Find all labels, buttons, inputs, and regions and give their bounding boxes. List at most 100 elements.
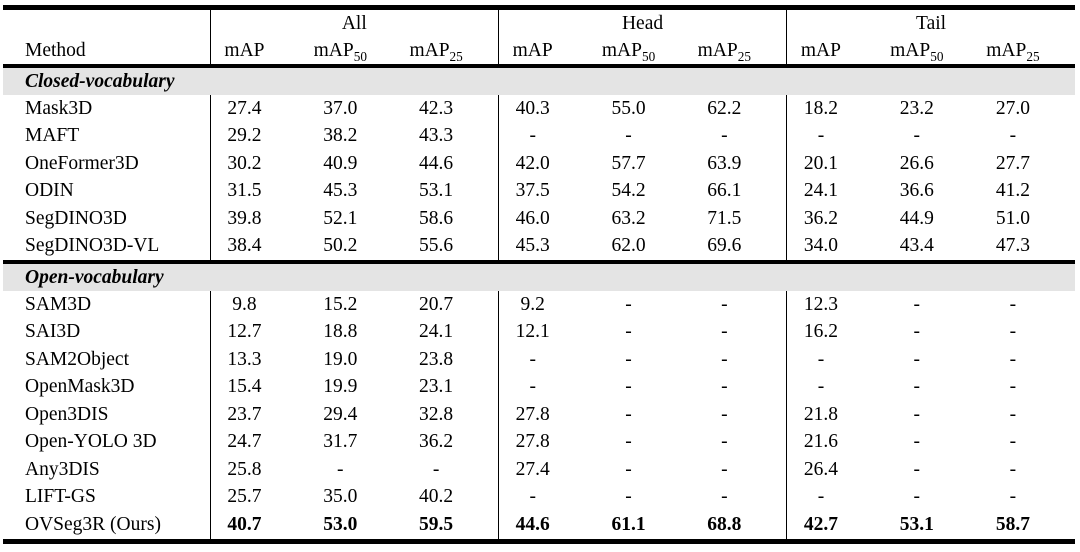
- metric-subscript: 50: [353, 48, 367, 64]
- metric-label: mAP: [800, 39, 841, 61]
- value-cell: 12.7: [209, 318, 307, 346]
- value-cell: 39.8: [209, 205, 307, 233]
- value-cell: 42.0: [497, 150, 595, 178]
- table-row: SAI3D 12.7 18.8 24.1 12.1 - - 16.2 - -: [3, 318, 1075, 346]
- value-cell: 38.4: [209, 232, 307, 262]
- value-cell: 13.3: [209, 346, 307, 374]
- value-cell: -: [1009, 376, 1017, 398]
- table-row: SegDINO3D 39.8 52.1 58.6 46.0 63.2 71.5 36.2 44.…: [3, 205, 1075, 233]
- value-cell: -: [497, 122, 595, 150]
- value-cell: 18.8: [323, 321, 358, 343]
- method-cell: SegDINO3D-VL: [25, 235, 160, 257]
- metric-subscript: 25: [449, 48, 463, 64]
- table-row: SAM2Object 13.3 19.0 23.8 - - - - - -: [3, 346, 1075, 374]
- value-cell: 23.2: [899, 97, 934, 119]
- value-cell: -: [625, 321, 632, 343]
- value-cell: 58.7: [995, 513, 1030, 535]
- value-cell: 25.7: [209, 483, 307, 511]
- method-cell: MAFT: [25, 125, 80, 147]
- value-cell: 66.1: [707, 180, 742, 202]
- value-cell: 55.6: [419, 235, 454, 257]
- metric-header: mAP25: [979, 37, 1075, 66]
- value-cell: 15.4: [209, 373, 307, 401]
- value-cell: -: [1009, 321, 1017, 343]
- metric-subscript: 50: [641, 48, 656, 64]
- metric-header: mAP: [497, 37, 595, 66]
- value-cell: 26.6: [899, 152, 934, 174]
- value-cell: 19.9: [323, 376, 358, 398]
- value-cell: -: [1009, 486, 1017, 508]
- value-cell: 30.2: [209, 150, 307, 178]
- value-cell: 45.3: [497, 232, 595, 262]
- metric-label: mAP: [313, 39, 354, 61]
- value-cell: 9.8: [209, 291, 307, 319]
- method-cell: Open-YOLO 3D: [25, 431, 157, 453]
- value-cell: 37.5: [497, 177, 595, 205]
- metric-header: mAP50: [883, 37, 979, 66]
- value-cell: 23.1: [419, 376, 454, 398]
- group-header-tail: Tail: [786, 7, 1075, 37]
- corner-cell: [3, 8, 210, 38]
- value-cell: 16.2: [786, 318, 883, 346]
- value-cell: -: [913, 125, 921, 147]
- table-row: OVSeg3R (Ours) 40.7 53.0 59.5 44.6 61.1 68.8 42…: [3, 511, 1075, 541]
- value-cell: -: [1009, 125, 1017, 147]
- value-cell: 34.0: [786, 232, 883, 262]
- value-cell: -: [786, 483, 883, 511]
- section-header-row: Open-vocabulary: [3, 260, 1075, 291]
- value-cell: 42.3: [419, 97, 454, 119]
- value-cell: -: [497, 373, 595, 401]
- metric-label: mAP: [512, 39, 553, 61]
- value-cell: 59.5: [419, 513, 454, 535]
- value-cell: -: [913, 431, 921, 453]
- value-cell: -: [721, 321, 728, 343]
- table-header: All Head Tail Method mAP mAP50 mAP25 mAP mAP…: [3, 7, 1075, 66]
- value-cell: -: [1009, 431, 1017, 453]
- metric-label: mAP: [409, 39, 450, 61]
- value-cell: -: [721, 458, 728, 480]
- results-table: All Head Tail Method mAP mAP50 mAP25 mAP mAP…: [3, 5, 1075, 544]
- method-cell: Any3DIS: [25, 458, 100, 480]
- value-cell: 29.2: [209, 122, 307, 150]
- value-cell: -: [721, 125, 728, 147]
- metric-label: mAP: [986, 39, 1027, 61]
- value-cell: 35.0: [323, 486, 358, 508]
- value-cell: 46.0: [497, 205, 595, 233]
- value-cell: 27.0: [995, 97, 1030, 119]
- value-cell: 24.1: [419, 321, 454, 343]
- value-cell: 38.2: [323, 125, 358, 147]
- section-label: Closed-vocabulary: [3, 64, 1075, 95]
- value-cell: 36.6: [899, 180, 934, 202]
- value-cell: -: [625, 458, 632, 480]
- value-cell: -: [721, 376, 728, 398]
- value-cell: 32.8: [419, 403, 454, 425]
- value-cell: -: [1009, 293, 1017, 315]
- value-cell: -: [1009, 348, 1017, 370]
- value-cell: 40.7: [209, 511, 307, 541]
- value-cell: -: [913, 403, 921, 425]
- table-row: Any3DIS 25.8 - - 27.4 - - 26.4 - -: [3, 456, 1075, 484]
- method-cell: LIFT-GS: [25, 486, 96, 508]
- table-row: Open3DIS 23.7 29.4 32.8 27.8 - - 21.8 - -: [3, 401, 1075, 429]
- group-header-all: All: [209, 7, 499, 37]
- table-body: Closed-vocabulary Mask3D 27.4 37.0 42.3 40.3 5…: [3, 64, 1075, 541]
- value-cell: -: [625, 376, 632, 398]
- method-cell: Mask3D: [25, 97, 93, 119]
- method-cell: SAM3D: [25, 293, 92, 315]
- value-cell: 63.2: [611, 207, 646, 229]
- value-cell: 47.3: [995, 235, 1030, 257]
- value-cell: 40.3: [497, 95, 595, 123]
- metric-header: mAP: [209, 37, 307, 66]
- value-cell: 51.0: [995, 207, 1030, 229]
- value-cell: -: [913, 458, 921, 480]
- section-header-row: Closed-vocabulary: [3, 64, 1075, 95]
- value-cell: -: [625, 293, 632, 315]
- value-cell: -: [625, 125, 632, 147]
- value-cell: 12.1: [497, 318, 595, 346]
- value-cell: 54.2: [611, 180, 646, 202]
- table-row: SegDINO3D-VL 38.4 50.2 55.6 45.3 62.0 69.6 34.0…: [3, 232, 1075, 262]
- value-cell: -: [913, 293, 921, 315]
- value-cell: 27.4: [209, 95, 307, 123]
- metric-header: mAP: [786, 37, 883, 66]
- table-row: OneFormer3D 30.2 40.9 44.6 42.0 57.7 63.9 20.1 2…: [3, 150, 1075, 178]
